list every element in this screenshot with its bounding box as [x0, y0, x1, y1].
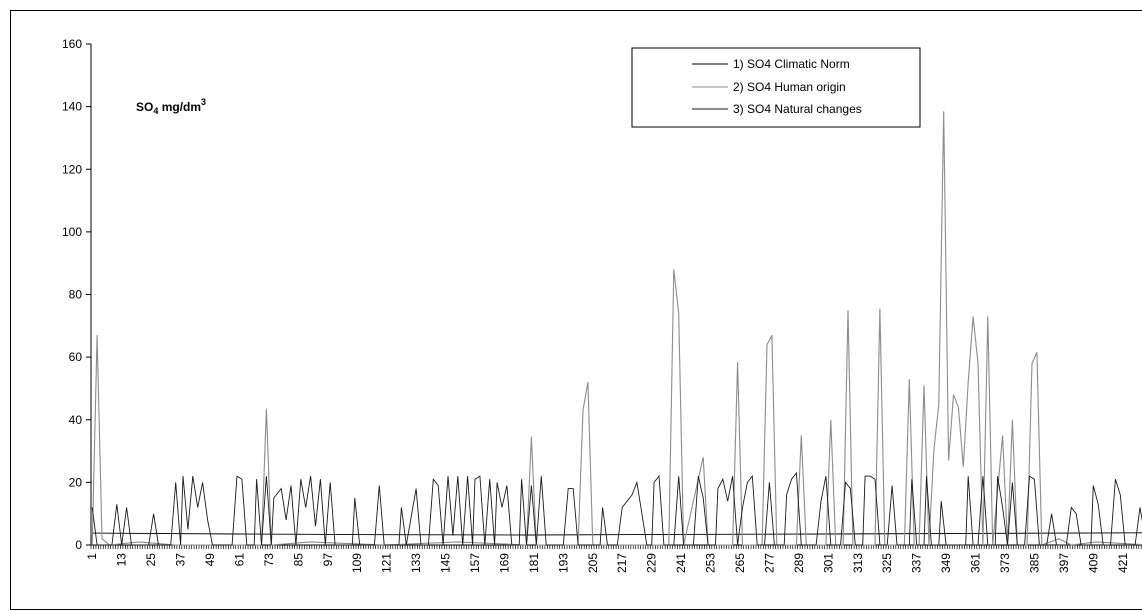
- y-tick-label: 140: [62, 100, 82, 114]
- y-tick-label: 0: [75, 538, 82, 552]
- series-layer: [91, 111, 1142, 546]
- x-tick-label: 373: [998, 553, 1012, 573]
- x-tick-label: 289: [792, 553, 806, 573]
- x-tick-label: 181: [527, 553, 541, 573]
- x-tick-label: 397: [1057, 553, 1071, 573]
- series-line-3: [91, 471, 1142, 546]
- legend-entry-1: 1) SO4 Climatic Norm: [733, 57, 850, 71]
- x-tick-label: 421: [1116, 553, 1130, 573]
- x-tick-label: 253: [704, 553, 718, 573]
- x-tick-label: 97: [321, 553, 335, 567]
- line-chart: 0 20 40 60 80 100 120 140 160 1 13 25 37 49 61 73 85 97 10…: [62, 37, 1142, 573]
- axes-layer: [86, 43, 1142, 549]
- y-tick-label: 160: [62, 37, 82, 51]
- x-tick-label: 217: [615, 553, 629, 573]
- x-tick-label: 301: [821, 553, 835, 573]
- x-tick-label: 169: [497, 553, 511, 573]
- y-tick-label: 60: [69, 350, 83, 364]
- x-tick-label: 385: [1027, 553, 1041, 573]
- series-line-1: [92, 532, 1142, 536]
- y-tick-label: 80: [69, 288, 83, 302]
- chart-frame: 0 20 40 60 80 100 120 140 160 1 13 25 37 49 61 73 85 97 10…: [10, 10, 1142, 610]
- x-tick-label: 13: [115, 553, 129, 567]
- x-tick-label: 61: [232, 553, 246, 567]
- x-tick-label: 265: [733, 553, 747, 573]
- y-tick-label: 40: [69, 413, 83, 427]
- x-tick-label: 325: [880, 553, 894, 573]
- y-tick-label: 100: [62, 225, 82, 239]
- x-tick-label: 133: [409, 553, 423, 573]
- x-tick-label: 313: [851, 553, 865, 573]
- x-tick-label: 145: [439, 553, 453, 573]
- legend-entry-2: 2) SO4 Human origin: [733, 80, 846, 94]
- x-tick-label: 109: [350, 553, 364, 573]
- x-tick-label: 241: [674, 553, 688, 573]
- legend-box: [631, 47, 921, 128]
- x-tick-label: 193: [556, 553, 570, 573]
- x-tick-label: 1: [85, 553, 99, 560]
- series-line-2: [91, 111, 1142, 546]
- x-tick-label: 229: [645, 553, 659, 573]
- legend-entry-3: 3) SO4 Natural changes: [733, 102, 862, 116]
- y-tick-label: 20: [69, 475, 83, 489]
- x-tick-label: 157: [468, 553, 482, 573]
- x-tick-label: 85: [291, 553, 305, 567]
- x-tick-label: 337: [910, 553, 924, 573]
- unit-label: SO4 mg/dm3: [136, 97, 206, 116]
- x-tick-label: 409: [1086, 553, 1100, 573]
- legend: 1) SO4 Climatic Norm 2) SO4 Human origin…: [631, 47, 921, 128]
- x-tick-label: 121: [380, 553, 394, 573]
- x-tick-label: 277: [762, 553, 776, 573]
- x-tick-label: 349: [939, 553, 953, 573]
- tick-label-layer: 0 20 40 60 80 100 120 140 160 1 13 25 37 49 61 73 85 97 10…: [62, 37, 1130, 573]
- x-tick-label: 49: [203, 553, 217, 567]
- x-tick-label: 361: [969, 553, 983, 573]
- x-tick-label: 25: [144, 553, 158, 567]
- x-tick-label: 73: [262, 553, 276, 567]
- x-tick-label: 37: [174, 553, 188, 567]
- x-tick-label: 205: [586, 553, 600, 573]
- y-tick-label: 120: [62, 162, 82, 176]
